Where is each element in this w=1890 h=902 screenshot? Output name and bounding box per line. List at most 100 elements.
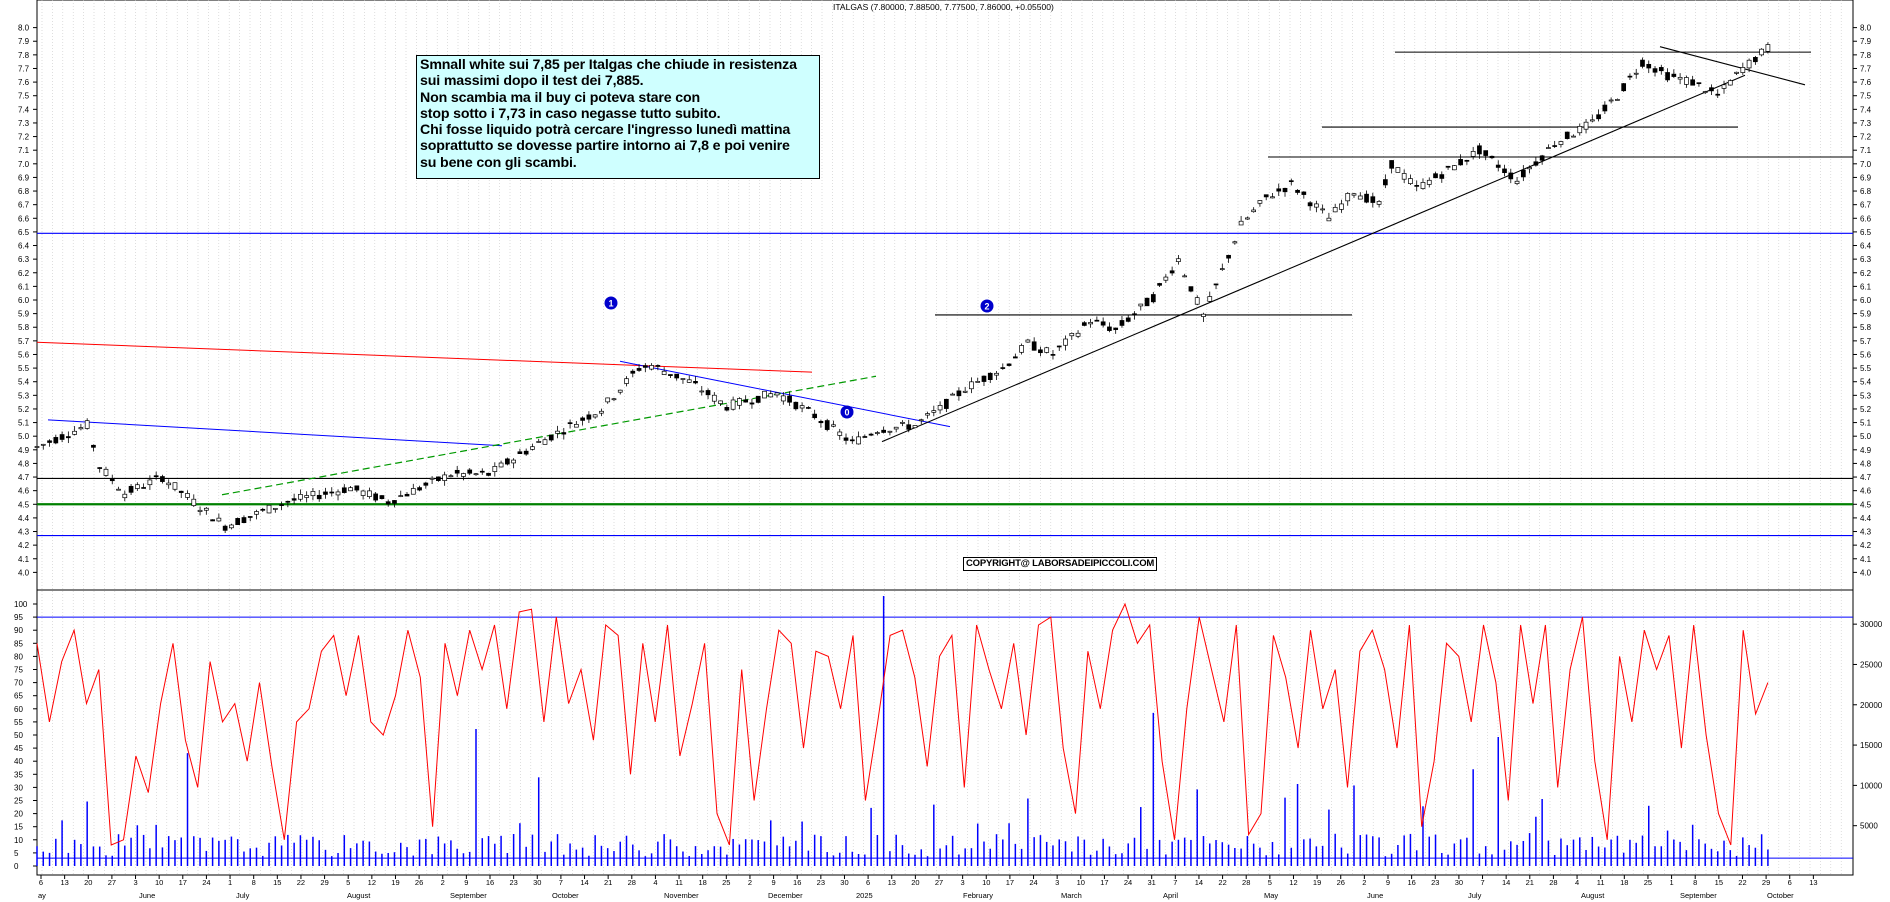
candle-body <box>1727 80 1733 86</box>
candle-body <box>1552 145 1558 147</box>
price-tick-label-right: 7.2 <box>1860 133 1872 142</box>
x-day-label: 13 <box>888 878 896 887</box>
candle-body <box>310 491 316 497</box>
candle-body <box>1238 220 1244 226</box>
candle-body <box>448 475 454 478</box>
x-day-label: 30 <box>1455 878 1463 887</box>
price-tick-label-left: 4.7 <box>18 473 30 482</box>
oscillator-tick-label: 65 <box>14 692 23 701</box>
candle-body <box>348 487 353 492</box>
candle-body <box>241 517 247 524</box>
note-line: soprattutto se dovesse partire intorno a… <box>420 138 790 155</box>
price-tick-label-left: 7.9 <box>18 37 30 46</box>
candle-body <box>479 470 485 473</box>
x-month-label: September <box>450 891 487 900</box>
x-day-label: 10 <box>155 878 163 887</box>
candle-body <box>768 393 774 398</box>
candle-body <box>34 446 40 448</box>
candle-body <box>580 417 585 421</box>
candle-body <box>730 399 736 410</box>
price-tick-label-left: 5.6 <box>18 350 30 359</box>
candle-body <box>461 473 466 477</box>
candle-body <box>912 425 918 429</box>
candle-body <box>994 372 999 376</box>
x-month-label: December <box>768 891 803 900</box>
candle-body <box>1383 179 1388 186</box>
price-tick-label-left: 4.6 <box>18 487 30 496</box>
candle-body <box>404 493 410 497</box>
x-day-label: 23 <box>1431 878 1439 887</box>
candle-body <box>66 436 71 439</box>
candle-body <box>436 476 441 481</box>
candle-body <box>1583 121 1589 130</box>
candle-body <box>1702 91 1708 93</box>
candle-body <box>1245 217 1250 220</box>
x-day-label: 29 <box>1762 878 1770 887</box>
candle-body <box>548 434 554 441</box>
candle-body <box>1558 141 1564 145</box>
trend-line-red <box>36 341 813 373</box>
annotation-marker-label: 0 <box>844 408 849 418</box>
x-day-label: 3 <box>1055 878 1059 887</box>
candle-body <box>122 493 128 499</box>
candle-body <box>442 474 447 481</box>
oscillator-tick-label: 75 <box>14 666 23 675</box>
trend-line-black-support <box>881 74 1746 443</box>
candle-body <box>1376 201 1382 205</box>
candle-body <box>329 491 335 494</box>
candle-body <box>1075 332 1081 337</box>
x-day-label: 8 <box>1693 878 1697 887</box>
x-day-label: 12 <box>1289 878 1297 887</box>
candle-body <box>97 467 103 469</box>
price-tick-label-right: 5.2 <box>1860 405 1872 414</box>
candle-body <box>429 477 435 480</box>
candle-body <box>975 381 981 383</box>
price-tick-label-left: 4.8 <box>18 459 30 468</box>
candle-body <box>103 468 109 476</box>
price-tick-label-left: 6.9 <box>18 173 30 182</box>
x-day-label: 28 <box>628 878 636 887</box>
price-tick-label-right: 4.7 <box>1860 473 1872 482</box>
x-day-label: 24 <box>1124 878 1132 887</box>
candle-body <box>1696 82 1702 85</box>
candle-body <box>617 389 623 393</box>
candle-body <box>743 399 749 403</box>
x-day-label: 21 <box>604 878 612 887</box>
candle-body <box>573 424 579 428</box>
annotation-marker <box>840 405 854 419</box>
price-tick-label-left: 8.0 <box>18 24 30 33</box>
volume-tick-label: 5000 <box>1860 822 1878 831</box>
candle-body <box>91 444 96 448</box>
x-month-label: September <box>1680 891 1717 900</box>
oscillator-tick-label: 55 <box>14 718 23 727</box>
price-tick-label-left: 6.7 <box>18 201 30 210</box>
candle-body <box>417 487 422 491</box>
x-day-label: 17 <box>1100 878 1108 887</box>
candle-body <box>1038 349 1043 354</box>
candle-body <box>473 473 479 476</box>
candle-body <box>1113 327 1119 330</box>
price-tick-label-left: 6.3 <box>18 255 30 264</box>
candle-body <box>680 378 686 380</box>
candle-body <box>1000 367 1006 369</box>
x-day-label: 22 <box>297 878 305 887</box>
candle-body <box>1081 322 1087 326</box>
candle-body <box>335 491 341 496</box>
candle-body <box>624 378 629 384</box>
candle-body <box>316 494 322 500</box>
price-tick-label-right: 4.3 <box>1860 528 1872 537</box>
x-day-label: 4 <box>1575 878 1579 887</box>
candle-body <box>1125 317 1131 322</box>
candle-body <box>53 437 59 444</box>
candle-body <box>1746 59 1752 69</box>
oscillator-tick-label: 10 <box>14 836 23 845</box>
price-tick-label-left: 7.2 <box>18 133 30 142</box>
candle-body <box>1652 68 1658 73</box>
candle-body <box>78 427 84 430</box>
candle-body <box>944 398 949 409</box>
price-tick-label-right: 6.7 <box>1860 201 1872 210</box>
candle-body <box>1345 193 1351 202</box>
candle-body <box>837 431 843 436</box>
price-tick-label-right: 7.9 <box>1860 37 1872 46</box>
candle-body <box>1320 208 1325 211</box>
